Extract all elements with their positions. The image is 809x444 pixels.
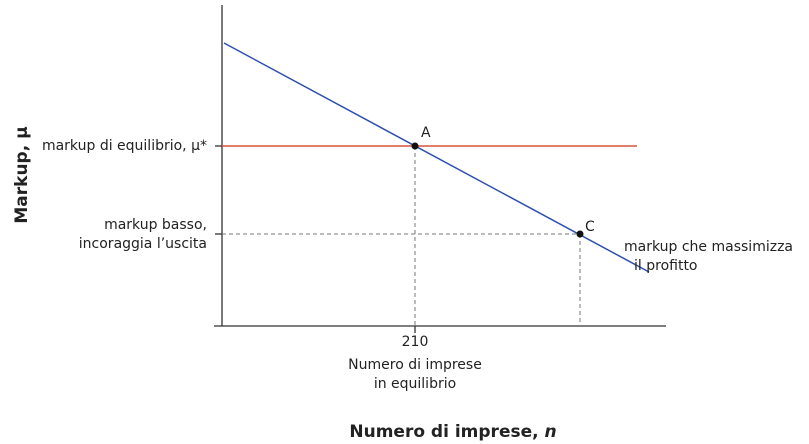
label: Numero di imprese bbox=[348, 357, 482, 373]
label: markup che massimizza bbox=[624, 239, 793, 255]
point bbox=[411, 142, 419, 150]
y-axis-title: Markup, μ bbox=[12, 126, 32, 223]
label: il profitto bbox=[634, 258, 698, 274]
x-tick-label: 210 bbox=[402, 334, 429, 350]
label: markup basso, bbox=[104, 217, 207, 233]
x-axis-title-text: Numero di imprese, bbox=[349, 422, 544, 442]
x-axis-title: Numero di imprese, n bbox=[349, 422, 556, 442]
label: in equilibrio bbox=[374, 376, 456, 392]
point-label: A bbox=[421, 125, 431, 141]
point bbox=[576, 230, 584, 238]
point-label: C bbox=[585, 219, 595, 235]
profit-max-markup-line bbox=[223, 42, 650, 273]
label: markup di equilibrio, μ* bbox=[42, 138, 207, 154]
label: incoraggia l’uscita bbox=[79, 236, 207, 252]
x-axis-variable: n bbox=[545, 422, 557, 442]
